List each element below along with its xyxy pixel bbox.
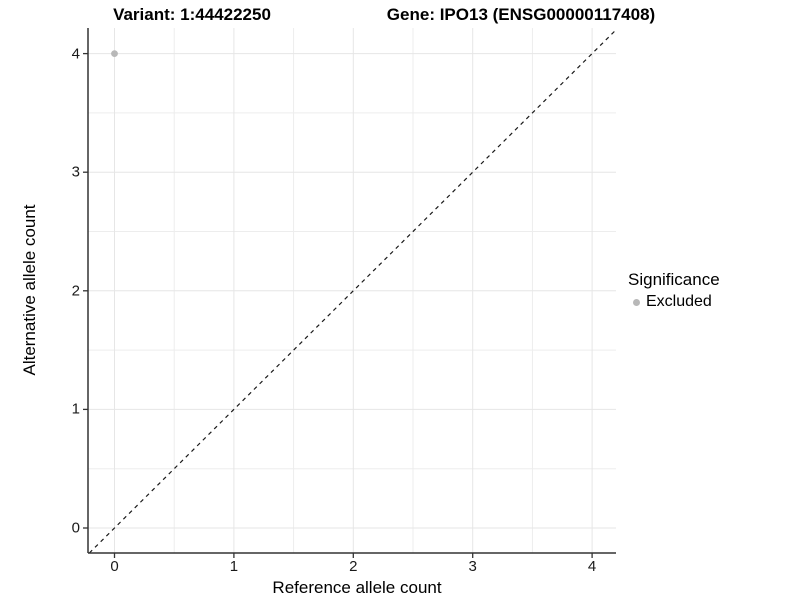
legend-title: Significance [628,270,720,289]
variant-title: Variant: 1:44422250 [113,5,271,24]
data-point-excluded [111,50,118,57]
x-tick-label: 0 [110,558,119,575]
y-tick-label: 2 [71,282,80,300]
x-axis-title: Reference allele count [272,578,442,597]
legend-item-excluded: Excluded [628,293,720,311]
x-tick-label: 1 [229,558,239,575]
x-tick-label: 4 [587,558,597,575]
identity-reference-line [88,29,617,554]
x-tick-label: 3 [468,558,477,575]
y-tick-label: 3 [71,163,80,181]
legend: Significance Excluded [628,270,720,311]
gene-title: Gene: IPO13 (ENSG00000117408) [386,5,656,24]
excluded-point-swatch-icon [633,298,640,306]
y-tick-label: 0 [71,519,80,537]
y-axis-title: Alternative allele count [20,204,39,376]
legend-item-label: Excluded [646,293,712,310]
x-tick-label: 2 [349,558,358,575]
y-tick-label: 1 [71,400,80,418]
y-tick-label: 4 [71,45,80,63]
